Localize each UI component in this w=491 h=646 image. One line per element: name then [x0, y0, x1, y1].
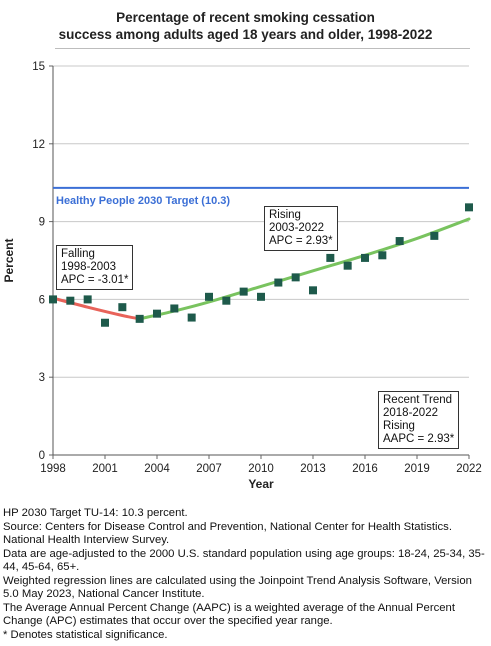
y-tick-label-15: 15: [32, 61, 45, 73]
data-point-2020: [430, 231, 439, 240]
data-point-2016: [361, 253, 369, 262]
data-point-1998: [49, 295, 57, 304]
footnote-age-adjusted: Data are age-adjusted to the 2000 U.S. s…: [3, 547, 485, 574]
annotation-falling-line-3: APC = -3.01*: [61, 274, 129, 286]
data-point-2010: [257, 292, 265, 301]
data-point-2009: [239, 287, 248, 296]
data-point-2013: [309, 286, 317, 295]
x-axis-label: Year: [248, 477, 274, 491]
target-label: Healthy People 2030 Target (10.3): [56, 195, 230, 207]
annotation-recent-line-4: AAPC = 2.93*: [383, 433, 455, 445]
annotation-rising-line-2: 2003-2022: [269, 222, 324, 234]
data-point-2006: [187, 313, 196, 322]
annotation-recent-trend: Recent Trend 2018-2022 Rising AAPC = 2.9…: [378, 391, 460, 449]
data-point-2004: [153, 309, 161, 318]
footnote-source: Source: Centers for Disease Control and …: [3, 520, 452, 547]
x-tick-label-2022: 2022: [456, 463, 482, 475]
annotation-falling: Falling 1998-2003 APC = -3.01*: [56, 245, 134, 290]
title-divider: [55, 48, 470, 49]
data-point-2000: [83, 295, 92, 304]
data-point-2018: [395, 237, 404, 246]
chart-title-line-1: Percentage of recent smoking cessation: [116, 10, 375, 25]
footnote-regression: Weighted regression lines are calculated…: [3, 574, 472, 601]
data-point-2007: [205, 292, 213, 301]
data-point-2014: [326, 253, 335, 262]
annotation-rising-line-3: APC = 2.93*: [269, 235, 333, 247]
x-tick-label-2013: 2013: [300, 463, 326, 475]
annotation-rising-line-1: Rising: [269, 209, 301, 221]
data-point-2011: [274, 278, 283, 287]
x-tick-label-2010: 2010: [248, 463, 274, 475]
chart-title-line-2: success among adults aged 18 years and o…: [58, 27, 433, 42]
data-point-2003: [135, 314, 144, 323]
data-point-1999: [66, 296, 75, 305]
annotation-falling-line-1: Falling: [61, 248, 95, 260]
y-tick-label-0: 0: [39, 450, 45, 462]
x-tick-label-1998: 1998: [40, 463, 66, 475]
y-tick-label-12: 12: [32, 139, 45, 151]
data-point-2012: [291, 273, 300, 282]
y-tick-label-9: 9: [39, 217, 45, 229]
x-tick-label-2016: 2016: [352, 463, 378, 475]
annotation-recent-line-3: Rising: [383, 420, 415, 432]
data-point-2017: [378, 251, 387, 260]
x-tick-label-2001: 2001: [92, 463, 118, 475]
data-point-2002: [118, 303, 127, 312]
data-point-2001: [101, 318, 109, 327]
y-tick-label-6: 6: [39, 294, 45, 306]
annotation-falling-line-2: 1998-2003: [61, 261, 116, 273]
annotation-rising: Rising 2003-2022 APC = 2.93*: [264, 206, 338, 251]
footnote-significance: * Denotes statistical significance.: [3, 628, 168, 641]
data-point-2015: [343, 261, 352, 270]
data-point-2008: [222, 296, 231, 305]
footnotes: HP 2030 Target TU-14: 10.3 percent. Sour…: [3, 507, 489, 642]
annotation-recent-line-2: 2018-2022: [383, 407, 438, 419]
chart-title: Percentage of recent smoking cessation s…: [0, 9, 491, 43]
x-tick-label-2019: 2019: [404, 463, 430, 475]
data-point-2022: [465, 203, 473, 212]
data-point-2005: [170, 304, 179, 313]
x-tick-label-2007: 2007: [196, 463, 222, 475]
footnote-target: HP 2030 Target TU-14: 10.3 percent.: [3, 507, 188, 519]
annotation-recent-line-1: Recent Trend: [383, 394, 453, 406]
footnote-aapc: The Average Annual Percent Change (AAPC)…: [3, 601, 455, 628]
x-tick-label-2004: 2004: [144, 463, 170, 475]
trend-line-falling: [51, 296, 142, 321]
chart-plot: 0 3 6 9 12 15 1998 2001 2004 2007 2010 2013 2016 2019…: [2, 61, 482, 491]
y-tick-label-3: 3: [39, 372, 45, 384]
y-axis-label: Percent: [2, 238, 16, 282]
